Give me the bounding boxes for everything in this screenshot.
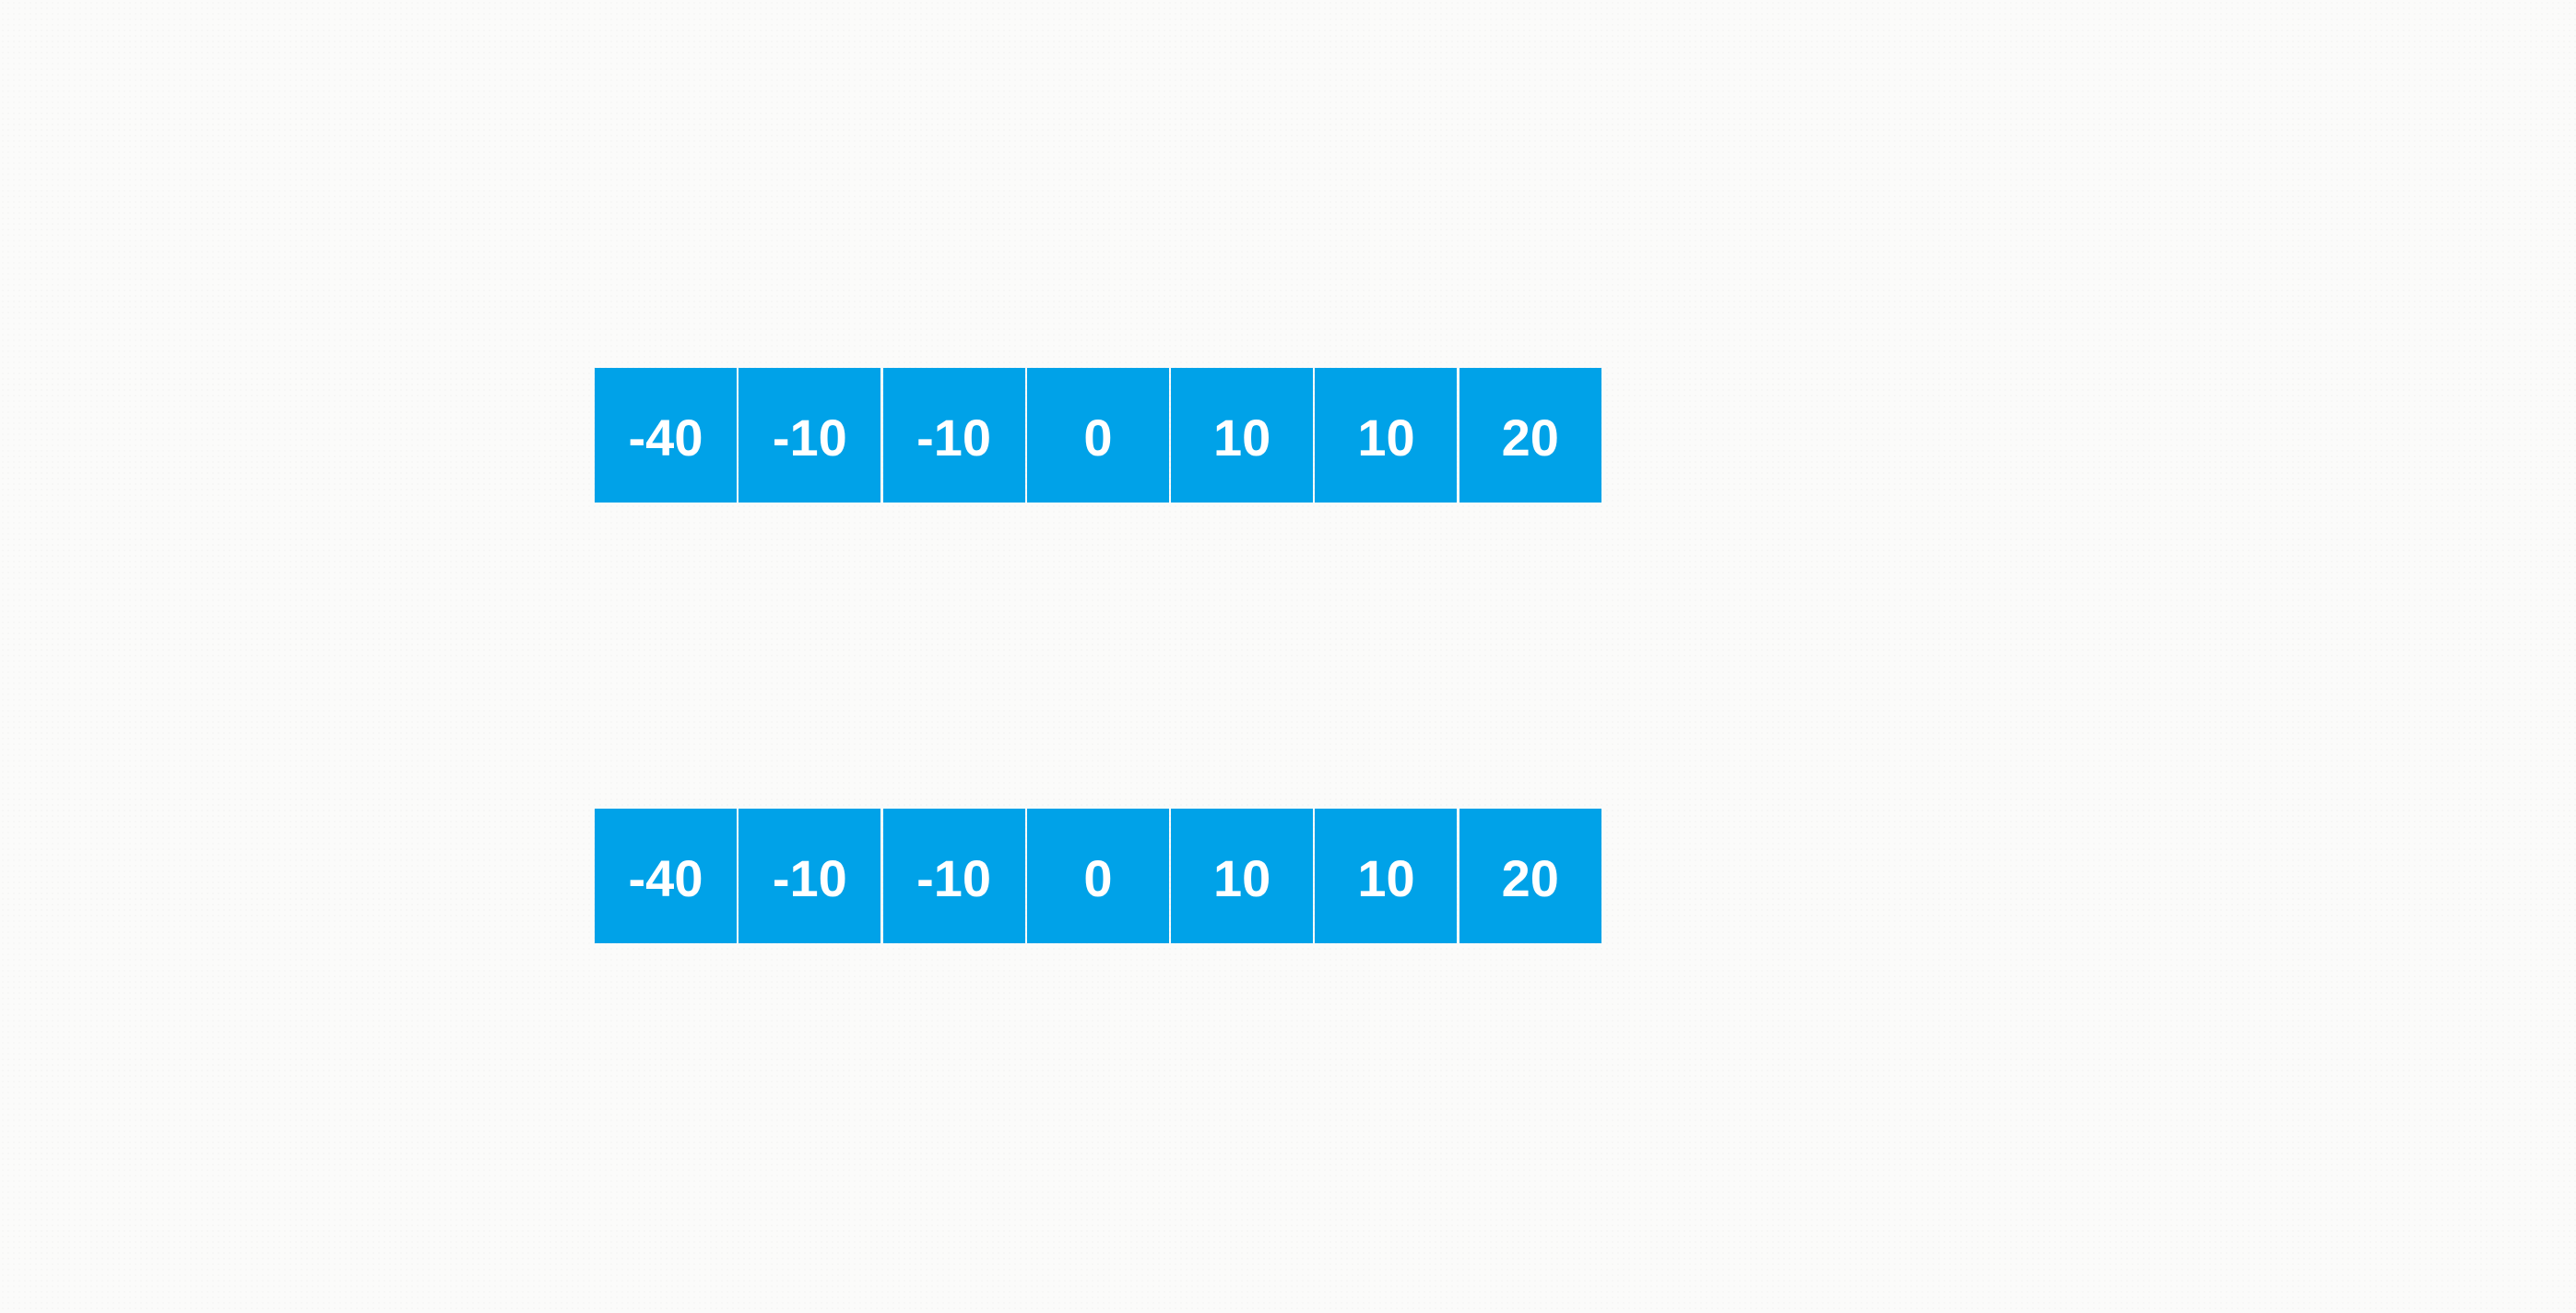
array-cell: -10 [882,368,1025,503]
array-cell: -10 [882,809,1025,943]
cell-value: 0 [1083,849,1113,907]
array-cell: 0 [1026,809,1169,943]
array-cell: -10 [739,809,881,943]
cell-value: 10 [1213,408,1271,467]
cell-value: 10 [1357,408,1415,467]
array-cell: 20 [1459,809,1601,943]
cell-value: 0 [1083,408,1113,467]
array-cell: 20 [1459,368,1601,503]
cell-value: -10 [772,849,847,907]
array-cell: 10 [1315,368,1458,503]
cell-value: 10 [1213,849,1271,907]
array-row-bottom: -40 -10 -10 0 10 10 20 [595,809,1601,943]
cell-value: -10 [916,849,992,907]
array-cell: 0 [1026,368,1169,503]
cell-value: 20 [1501,408,1559,467]
cell-value: -10 [916,408,992,467]
array-cell: -10 [739,368,881,503]
cell-value: -40 [628,408,703,467]
cell-value: -10 [772,408,847,467]
array-cell: -40 [595,368,737,503]
array-cell: 10 [1315,809,1458,943]
cell-value: 10 [1357,849,1415,907]
cell-value: 20 [1501,849,1559,907]
array-row-top: -40 -10 -10 0 10 10 20 [595,368,1601,503]
array-cell: 10 [1171,368,1314,503]
array-cell: -40 [595,809,737,943]
cell-value: -40 [628,849,703,907]
array-cell: 10 [1171,809,1314,943]
